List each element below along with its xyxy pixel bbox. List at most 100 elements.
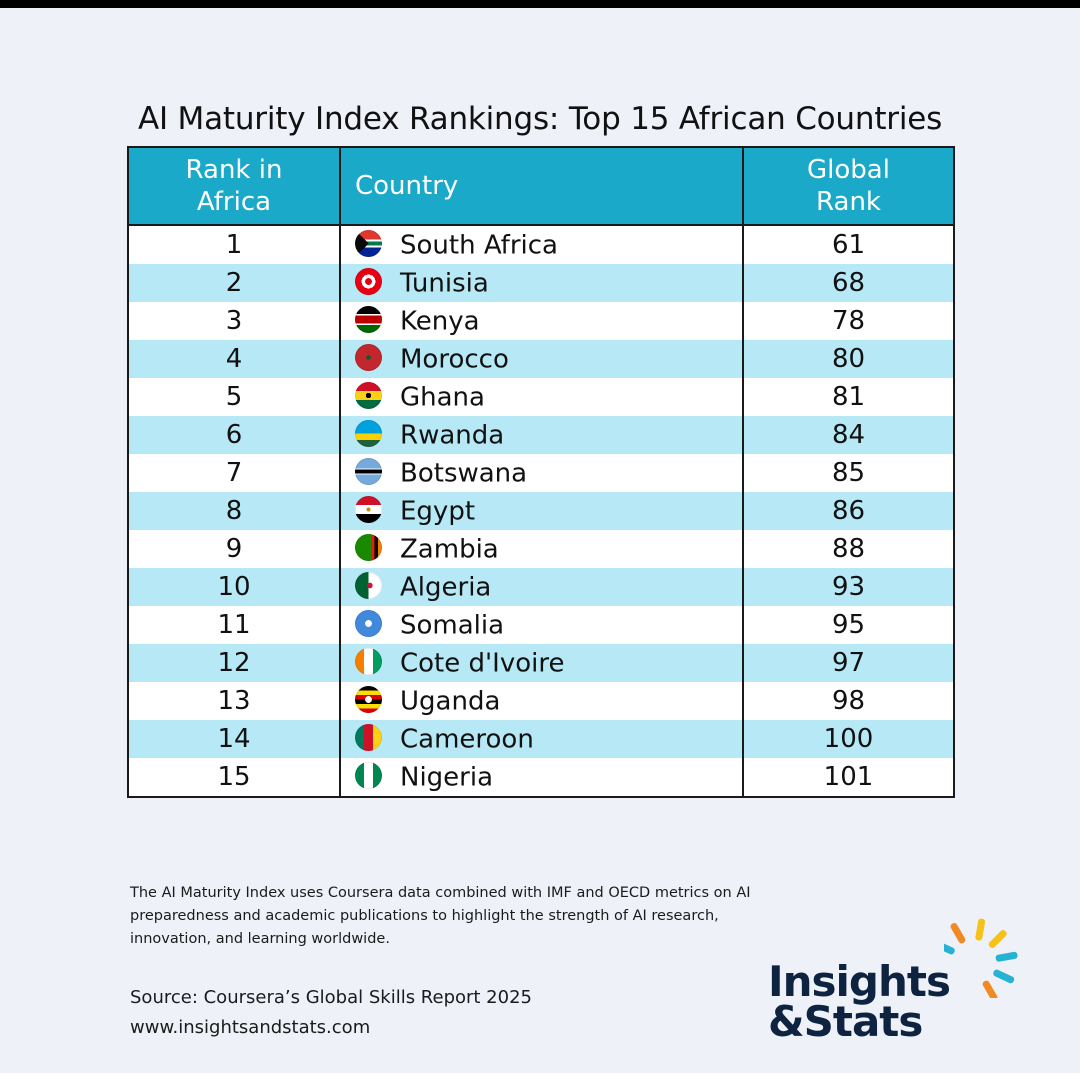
country-name: Botswana	[400, 458, 528, 489]
table-header-row: Rank in Africa Country Global Rank	[128, 147, 954, 226]
country-cell: Ghana	[339, 378, 743, 416]
table-row: 14 Cameroon 100	[128, 720, 954, 758]
global-rank-cell: 68	[742, 264, 954, 302]
country-name: Morocco	[400, 344, 509, 375]
country-name: Uganda	[400, 686, 501, 717]
table-row: 3 Kenya 78	[128, 302, 954, 340]
logo-line1: Insights	[768, 957, 951, 1006]
table-row: 10 Algeria 93	[128, 568, 954, 606]
country-name: Rwanda	[400, 420, 505, 451]
country-cell: Uganda	[339, 682, 743, 720]
global-rank-cell: 78	[742, 302, 954, 340]
rank-in-africa-cell: 6	[128, 416, 340, 454]
rank-in-africa-cell: 10	[128, 568, 340, 606]
country-name: Ghana	[400, 382, 485, 413]
country-header: Country	[339, 147, 743, 226]
rank-in-africa-header: Rank in Africa	[128, 147, 340, 226]
zambia-flag-icon	[355, 533, 382, 561]
rank-in-africa-cell: 4	[128, 340, 340, 378]
egypt-flag-icon	[355, 495, 382, 523]
uganda-flag-icon	[355, 685, 382, 713]
rwanda-flag-icon	[355, 419, 382, 447]
country-cell: Tunisia	[339, 264, 743, 302]
country-name: Kenya	[400, 306, 480, 337]
country-cell: South Africa	[339, 225, 743, 264]
tunisia-flag-icon	[355, 267, 382, 295]
country-name: Tunisia	[400, 268, 489, 299]
rank-in-africa-cell: 11	[128, 606, 340, 644]
country-cell: Cote d'Ivoire	[339, 644, 743, 682]
rank-in-africa-cell: 5	[128, 378, 340, 416]
cote-divoire-flag-icon	[355, 647, 382, 675]
methodology-note: The AI Maturity Index uses Coursera data…	[130, 885, 751, 947]
somalia-flag-icon	[355, 609, 382, 637]
country-cell: Morocco	[339, 340, 743, 378]
table-row: 13 Uganda 98	[128, 682, 954, 720]
cameroon-flag-icon	[355, 723, 382, 751]
ghana-flag-icon	[355, 381, 382, 409]
rank-in-africa-cell: 2	[128, 264, 340, 302]
global-rank-cell: 95	[742, 606, 954, 644]
table-row: 1 South Africa 61	[128, 225, 954, 264]
rank-in-africa-cell: 9	[128, 530, 340, 568]
global-rank-cell: 100	[742, 720, 954, 758]
country-cell: Cameroon	[339, 720, 743, 758]
global-rank-cell: 84	[742, 416, 954, 454]
country-cell: Botswana	[339, 454, 743, 492]
country-name: Nigeria	[400, 762, 494, 793]
sunburst-logo-icon	[944, 918, 1018, 998]
global-rank-cell: 93	[742, 568, 954, 606]
table-row: 12 Cote d'Ivoire 97	[128, 644, 954, 682]
country-cell: Algeria	[339, 568, 743, 606]
country-name: Algeria	[400, 572, 492, 603]
global-rank-cell: 97	[742, 644, 954, 682]
rank-in-africa-cell: 14	[128, 720, 340, 758]
south-africa-flag-icon	[355, 229, 382, 257]
table-row: 8 Egypt 86	[128, 492, 954, 530]
rank-header-line2: Africa	[196, 187, 272, 217]
country-cell: Egypt	[339, 492, 743, 530]
source-block: Source: Coursera’s Global Skills Report …	[130, 983, 532, 1043]
global-rank-cell: 86	[742, 492, 954, 530]
rank-in-africa-cell: 3	[128, 302, 340, 340]
top-bar	[0, 0, 1080, 8]
global-rank-cell: 81	[742, 378, 954, 416]
global-rank-header: Global Rank	[742, 147, 954, 226]
global-header-line1: Global	[807, 155, 890, 185]
global-rank-cell: 98	[742, 682, 954, 720]
rank-in-africa-cell: 1	[128, 225, 340, 264]
logo-line2: &Stats	[768, 997, 923, 1046]
table-row: 5 Ghana 81	[128, 378, 954, 416]
country-cell: Somalia	[339, 606, 743, 644]
morocco-flag-icon	[355, 343, 382, 371]
country-name: Somalia	[400, 610, 505, 641]
country-name: Zambia	[400, 534, 499, 565]
rank-in-africa-cell: 7	[128, 454, 340, 492]
global-rank-cell: 61	[742, 225, 954, 264]
country-name: Cote d'Ivoire	[400, 648, 565, 679]
table-row: 15 Nigeria 101	[128, 758, 954, 797]
source-text: Source: Coursera’s Global Skills Report …	[130, 987, 532, 1008]
country-cell: Rwanda	[339, 416, 743, 454]
global-header-line2: Rank	[816, 187, 881, 217]
rank-in-africa-cell: 8	[128, 492, 340, 530]
rank-in-africa-cell: 15	[128, 758, 340, 797]
rank-in-africa-cell: 12	[128, 644, 340, 682]
rank-in-africa-cell: 13	[128, 682, 340, 720]
table-row: 4 Morocco 80	[128, 340, 954, 378]
country-cell: Zambia	[339, 530, 743, 568]
global-rank-cell: 88	[742, 530, 954, 568]
country-name: Cameroon	[400, 724, 534, 755]
global-rank-cell: 85	[742, 454, 954, 492]
algeria-flag-icon	[355, 571, 382, 599]
table-row: 2 Tunisia 68	[128, 264, 954, 302]
table-row: 9 Zambia 88	[128, 530, 954, 568]
chart-title: AI Maturity Index Rankings: Top 15 Afric…	[137, 100, 943, 137]
insights-stats-logo: Insights &Stats	[764, 918, 1034, 1053]
country-cell: Nigeria	[339, 758, 743, 797]
botswana-flag-icon	[355, 457, 382, 485]
website-link[interactable]: www.insightsandstats.com	[130, 1017, 371, 1038]
global-rank-cell: 101	[742, 758, 954, 797]
rankings-table: Rank in Africa Country Global Rank 1 Sout…	[127, 146, 955, 798]
nigeria-flag-icon	[355, 761, 382, 789]
